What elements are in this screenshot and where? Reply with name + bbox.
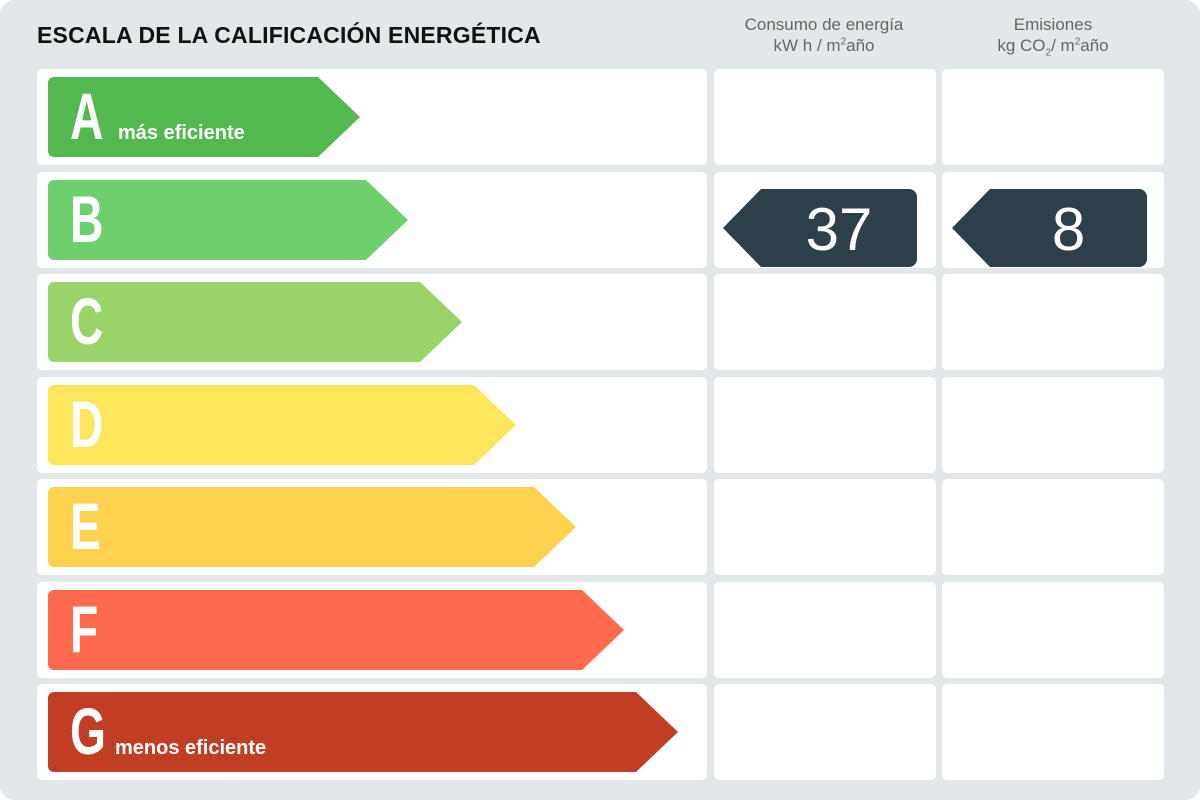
- energy-column-header: Consumo de energía kW h / m2año: [713, 14, 935, 56]
- rating-letter-e: E: [70, 489, 101, 563]
- emissions-value-tag: 8: [952, 189, 1147, 267]
- emissions-cell-d: [942, 377, 1164, 473]
- energy-header-line2: kW h / m2año: [773, 36, 875, 55]
- energy-cell-c: [714, 274, 936, 370]
- emissions-header-line1: Emisiones: [1013, 15, 1093, 34]
- rating-arrow-b: B: [48, 180, 408, 260]
- energy-value-tag: 37: [723, 189, 917, 267]
- energy-cell-f: [714, 582, 936, 678]
- emissions-header-line2: kg CO2/ m2año: [997, 36, 1109, 59]
- rating-letter-d: D: [70, 387, 104, 461]
- rating-letter-f: F: [70, 592, 99, 666]
- emissions-cell-e: [942, 479, 1164, 575]
- energy-cell-a: [714, 69, 936, 165]
- rating-note-a: más eficiente: [118, 122, 245, 144]
- energy-cell-e: [714, 479, 936, 575]
- rating-letter-b: B: [70, 182, 104, 256]
- rating-arrow-d: D: [48, 385, 516, 465]
- label-title: ESCALA DE LA CALIFICACIÓN ENERGÉTICA: [37, 22, 541, 48]
- emissions-cell-c: [942, 274, 1164, 370]
- rating-letter-c: C: [70, 284, 104, 358]
- emissions-cell-a: [942, 69, 1164, 165]
- emissions-cell-g: [942, 684, 1164, 780]
- energy-cell-g: [714, 684, 936, 780]
- energy-cell-d: [714, 377, 936, 473]
- energy-header-line1: Consumo de energía: [744, 15, 904, 34]
- energy-value: 37: [805, 196, 873, 263]
- emissions-value: 8: [1051, 196, 1086, 263]
- rating-arrow-c: C: [48, 282, 462, 362]
- rating-arrow-f: F: [48, 590, 624, 670]
- rating-letter-a: A: [70, 79, 104, 153]
- rating-note-g: menos eficiente: [115, 737, 267, 759]
- emissions-column-header: Emisiones kg CO2/ m2año: [942, 14, 1164, 59]
- rating-letter-g: G: [70, 694, 106, 768]
- rating-arrow-e: E: [48, 487, 576, 567]
- emissions-cell-f: [942, 582, 1164, 678]
